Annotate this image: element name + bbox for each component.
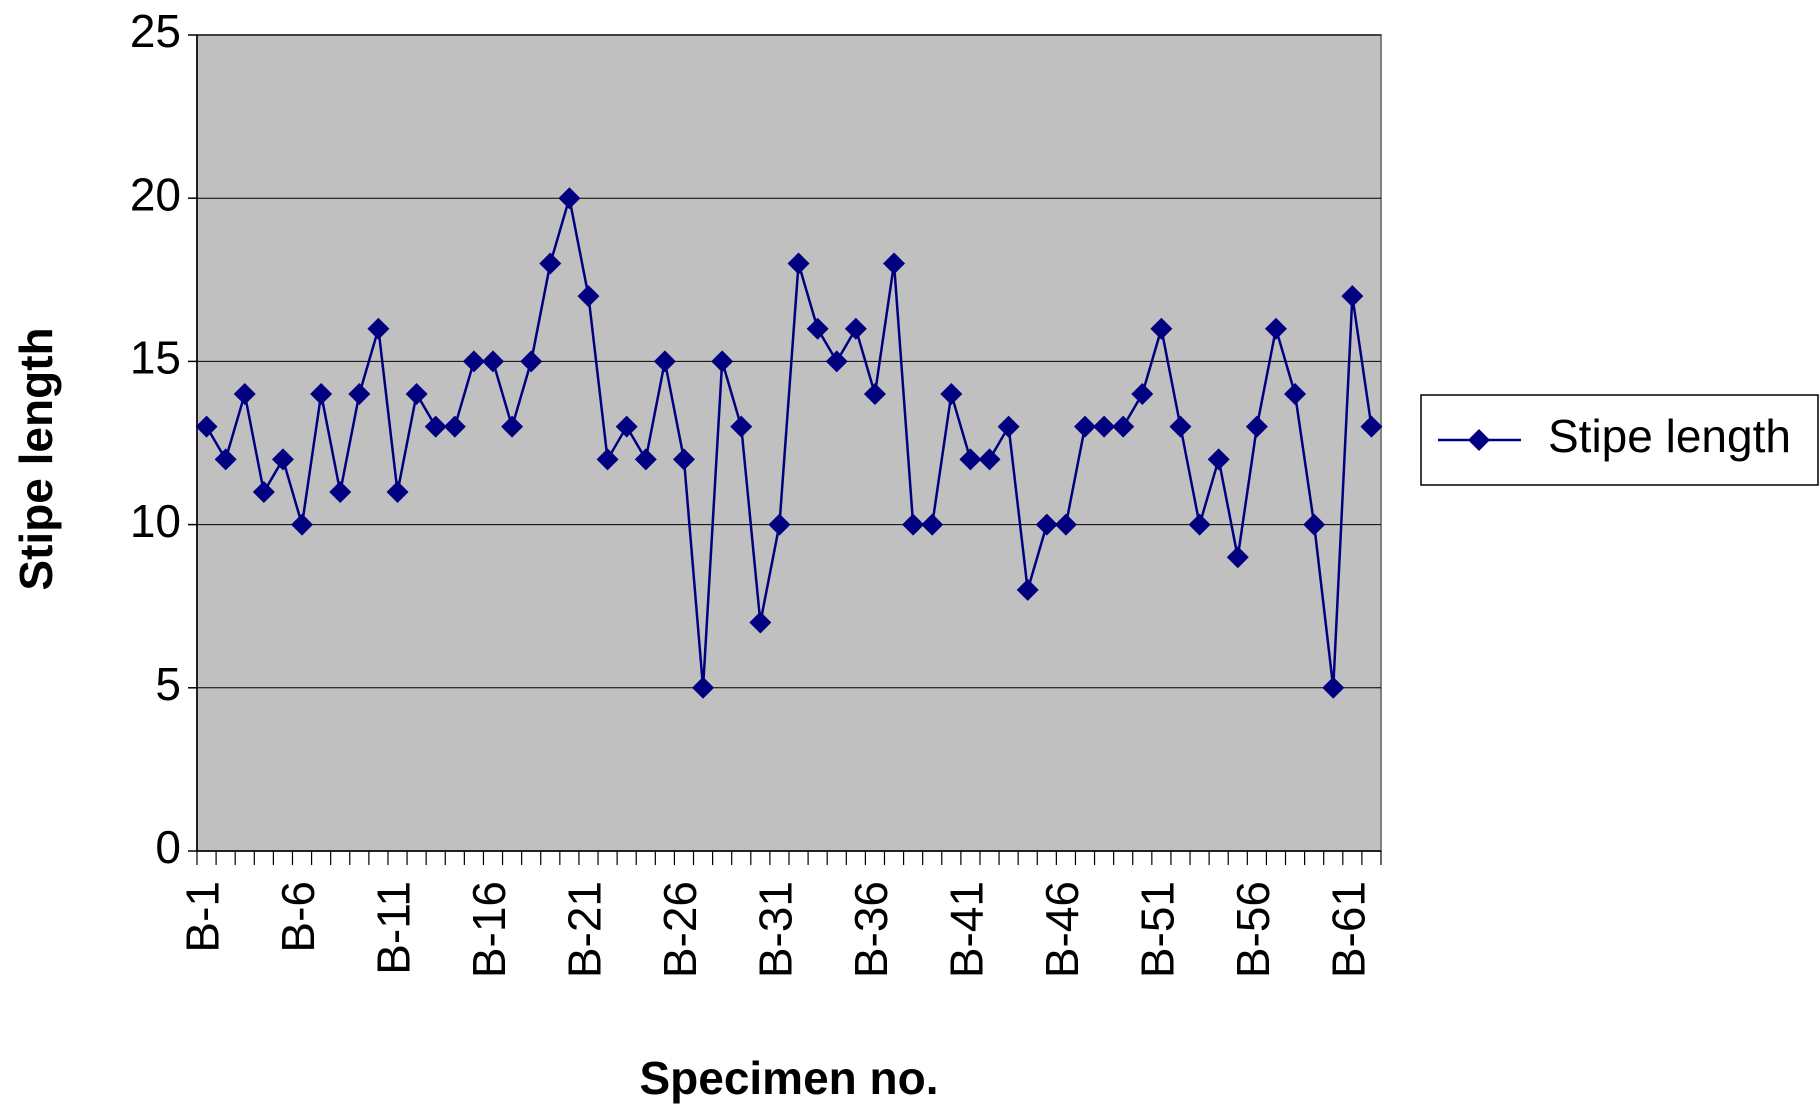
data-point <box>730 415 753 438</box>
data-point <box>787 252 810 275</box>
data-point <box>921 513 944 536</box>
y-axis-label: Stipe length <box>10 327 62 590</box>
data-point <box>348 383 371 406</box>
legend-marker <box>1468 429 1490 451</box>
data-point <box>711 350 734 373</box>
data-point <box>768 513 791 536</box>
data-point <box>443 415 466 438</box>
data-point <box>596 448 619 471</box>
data-point <box>692 676 715 699</box>
data-point <box>310 383 333 406</box>
legend-label: Stipe length <box>1548 410 1791 462</box>
data-point <box>978 448 1001 471</box>
data-point <box>1207 448 1230 471</box>
y-tick-label: 10 <box>130 495 181 547</box>
x-tick-label: B-36 <box>845 881 897 978</box>
x-axis-label: Specimen no. <box>639 1052 938 1104</box>
data-point <box>615 415 638 438</box>
y-tick-label: 0 <box>155 821 181 873</box>
data-point <box>825 350 848 373</box>
data-point <box>558 187 581 210</box>
data-point <box>1093 415 1116 438</box>
data-point <box>863 383 886 406</box>
x-tick-label: B-56 <box>1227 881 1279 978</box>
data-point <box>1360 415 1383 438</box>
data-point <box>1112 415 1135 438</box>
data-point <box>959 448 982 471</box>
data-point <box>653 350 676 373</box>
data-point <box>672 448 695 471</box>
data-point <box>462 350 485 373</box>
data-point <box>1341 285 1364 308</box>
data-point <box>233 383 256 406</box>
data-point <box>1284 383 1307 406</box>
data-point <box>1150 317 1173 340</box>
data-point <box>806 317 829 340</box>
x-tick-label: B-51 <box>1132 881 1184 978</box>
data-point <box>386 480 409 503</box>
data-point <box>501 415 524 438</box>
data-point <box>405 383 428 406</box>
data-point <box>1054 513 1077 536</box>
plot-area <box>196 34 1382 852</box>
data-point <box>520 350 543 373</box>
data-point <box>577 285 600 308</box>
data-point <box>214 448 237 471</box>
x-tick-label: B-21 <box>559 881 611 978</box>
data-point <box>1226 546 1249 569</box>
data-point <box>844 317 867 340</box>
data-point <box>367 317 390 340</box>
data-point <box>997 415 1020 438</box>
x-tick-label: B-26 <box>654 881 706 978</box>
data-point <box>482 350 504 373</box>
y-tick-label: 20 <box>130 168 181 220</box>
data-point <box>1245 415 1268 438</box>
y-tick-label: 15 <box>130 332 181 384</box>
data-point <box>1131 383 1154 406</box>
data-point <box>329 480 352 503</box>
x-tick-label: B-61 <box>1323 881 1375 978</box>
x-tick-label: B-6 <box>272 881 324 953</box>
x-tick-label: B-1 <box>177 881 229 953</box>
data-point <box>902 513 925 536</box>
data-point <box>749 611 772 634</box>
data-point <box>634 448 657 471</box>
data-point <box>940 383 963 406</box>
data-point <box>1188 513 1211 536</box>
data-point <box>424 415 447 438</box>
data-point <box>291 513 314 536</box>
x-tick-label: B-16 <box>463 881 515 978</box>
series-line <box>205 197 1373 688</box>
data-point <box>252 480 275 503</box>
data-point <box>271 448 294 471</box>
x-tick-label: B-11 <box>368 881 420 975</box>
data-point <box>539 252 562 275</box>
x-tick-label: B-41 <box>941 881 993 978</box>
data-point <box>1322 676 1345 699</box>
x-tick-label: B-46 <box>1036 881 1088 978</box>
data-point <box>1035 513 1058 536</box>
data-point <box>1016 578 1039 601</box>
data-point <box>1074 415 1096 438</box>
data-point <box>883 252 906 275</box>
x-tick-label: B-31 <box>750 881 802 978</box>
data-point <box>1264 317 1287 340</box>
data-point <box>1303 513 1326 536</box>
data-point <box>195 415 218 438</box>
y-tick-label: 5 <box>155 658 181 710</box>
data-point <box>1169 415 1192 438</box>
y-tick-label: 25 <box>130 5 181 57</box>
